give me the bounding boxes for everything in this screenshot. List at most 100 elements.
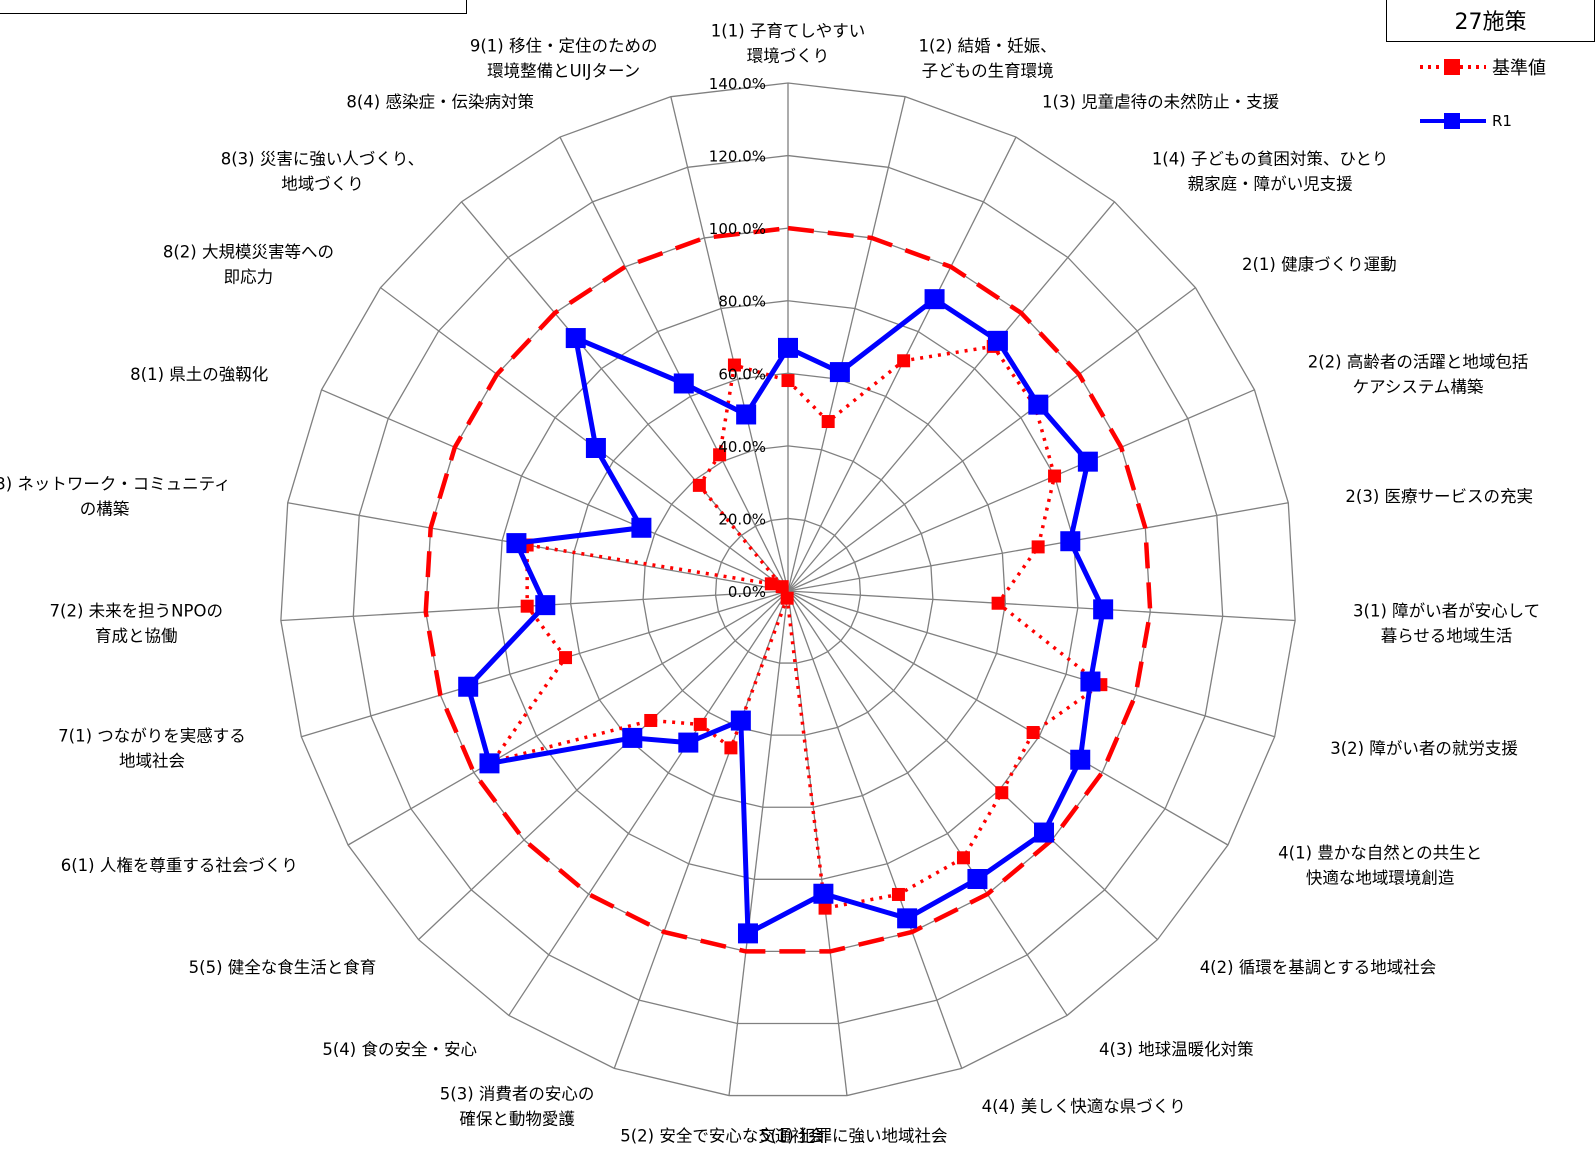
- data-point-r1: [987, 330, 1008, 351]
- data-point-r1: [1060, 531, 1081, 552]
- category-label: 5(3) 消費者の安心の確保と動物愛護: [440, 1084, 595, 1128]
- category-label: 5(2) 安全で安心な交通社会: [620, 1126, 824, 1145]
- data-point-r1: [1028, 394, 1049, 415]
- grid-spoke: [728, 590, 789, 1096]
- r-tick-label: 40.0%: [718, 438, 766, 456]
- data-point-r1: [585, 437, 606, 458]
- category-label: 7(2) 未来を担うNPOの育成と協働: [50, 601, 223, 645]
- grid-spoke: [787, 590, 1275, 738]
- header-box: [0, 0, 467, 14]
- data-point-r1: [813, 883, 834, 904]
- grid-spoke: [787, 590, 1296, 622]
- category-label: 3(1) 障がい者が安心して暮らせる地域生活: [1353, 601, 1540, 645]
- r-tick-label: 60.0%: [718, 365, 766, 383]
- data-point-r1: [829, 362, 850, 383]
- data-point-baseline: [727, 358, 741, 372]
- category-label: 7(3) ネットワーク・コミュニティの構築: [0, 474, 231, 518]
- r-tick-label: 100.0%: [709, 220, 766, 238]
- category-label: 1(2) 結婚・妊娠、子どもの生育環境: [919, 36, 1057, 80]
- grid-spoke: [670, 96, 789, 592]
- measure-count-badge: 27施策: [1386, 0, 1595, 42]
- data-point-r1: [1080, 671, 1101, 692]
- data-point-baseline: [956, 851, 970, 865]
- category-labels: 1(1) 子育てしやすい環境づくり 1(2) 結婚・妊娠、子どもの生育環境 1(3)…: [0, 22, 1540, 1146]
- category-label: 7(1) つながりを実感する地域社会: [58, 727, 246, 771]
- data-point-r1: [565, 328, 586, 349]
- r-tick-label: 0.0%: [728, 583, 766, 601]
- legend-label-r1: R1: [1492, 112, 1512, 130]
- legend: 基準値 R1: [1418, 52, 1546, 160]
- grid-spoke: [787, 590, 1068, 1016]
- data-point-r1: [506, 533, 527, 554]
- data-point-baseline: [818, 901, 832, 915]
- category-label: 2(1) 健康づくり運動: [1242, 255, 1397, 274]
- grid-ring: [352, 154, 1224, 1025]
- data-point-baseline: [1048, 469, 1062, 483]
- grid-spoke: [347, 590, 789, 846]
- data-point-baseline: [559, 651, 573, 665]
- reference-ring: [423, 225, 1153, 954]
- category-label: 4(1) 豊かな自然との共生と快適な地域環境創造: [1278, 844, 1482, 888]
- category-label: 3(2) 障がい者の就労支援: [1330, 739, 1518, 758]
- radial-tick-labels: 0.0% 20.0% 40.0% 60.0% 80.0% 100.0% 120.0% 140.…: [709, 75, 766, 601]
- data-point-r1: [631, 517, 652, 538]
- category-label: 5(5) 健全な食生活と食育: [189, 958, 377, 977]
- data-point-r1: [924, 289, 945, 310]
- legend-item-baseline: 基準値: [1418, 52, 1546, 82]
- grid-spoke: [380, 287, 789, 592]
- category-label: 5(1) 犯罪に強い地域社会: [760, 1126, 948, 1145]
- data-point-baseline: [995, 786, 1009, 800]
- data-point-r1: [730, 710, 751, 731]
- grid-ring: [642, 445, 934, 736]
- r-tick-label: 80.0%: [718, 293, 766, 311]
- grid-spoke: [321, 389, 789, 592]
- series-layer: [458, 289, 1114, 944]
- data-point-baseline: [780, 591, 794, 605]
- grid-spoke: [418, 590, 789, 941]
- data-point-baseline: [693, 717, 707, 731]
- category-label: 4(3) 地球温暖化対策: [1099, 1040, 1254, 1059]
- data-point-baseline: [1026, 726, 1040, 740]
- category-label: 1(1) 子育てしやすい環境づくり: [711, 22, 865, 66]
- category-label: 4(4) 美しく快適な県づくり: [982, 1097, 1186, 1116]
- legend-swatch-baseline: [1420, 59, 1486, 75]
- category-label: 5(4) 食の安全・安心: [322, 1040, 477, 1059]
- grid-spoke: [613, 590, 789, 1069]
- data-point-baseline: [644, 713, 658, 727]
- grid-spoke: [301, 590, 789, 738]
- category-label: 9(1) 移住・定住のための環境整備とUIJターン: [470, 36, 658, 80]
- data-point-baseline: [897, 354, 911, 368]
- data-point-r1: [737, 923, 758, 944]
- data-point-r1: [678, 732, 699, 753]
- data-point-baseline: [775, 580, 789, 594]
- category-label: 6(1) 人権を尊重する社会づくり: [61, 856, 298, 875]
- data-point-baseline: [781, 374, 795, 388]
- grid-spoke: [559, 136, 789, 592]
- grid-spoke: [787, 201, 1116, 592]
- grid-spoke: [787, 590, 1229, 846]
- series-baseline: [486, 339, 1108, 915]
- data-point-r1: [1077, 451, 1098, 472]
- data-point-baseline: [991, 596, 1005, 610]
- series-r1: [458, 289, 1114, 944]
- legend-label-baseline: 基準値: [1492, 58, 1546, 79]
- grid-spoke: [280, 590, 789, 622]
- data-point-r1: [479, 753, 500, 774]
- grid-ring: [280, 82, 1296, 1097]
- data-point-r1: [897, 908, 918, 929]
- category-label: 8(4) 感染症・伝染病対策: [346, 92, 534, 111]
- category-label: 8(3) 災害に強い人づくり、地域づくり: [221, 150, 424, 194]
- grid-spoke: [787, 96, 906, 592]
- legend-swatch-r1: [1420, 113, 1486, 129]
- category-label: 2(2) 高齢者の活躍と地域包括ケアシステム構築: [1308, 352, 1529, 396]
- data-point-r1: [458, 676, 479, 697]
- data-point-baseline: [764, 577, 778, 591]
- data-point-r1: [673, 373, 694, 394]
- grid-ring: [497, 300, 1079, 880]
- data-point-r1: [1070, 749, 1091, 770]
- data-point-r1: [622, 727, 643, 748]
- grid-ring: [570, 372, 1006, 808]
- grid-spoke: [787, 389, 1255, 592]
- grid-spoke: [787, 287, 1196, 592]
